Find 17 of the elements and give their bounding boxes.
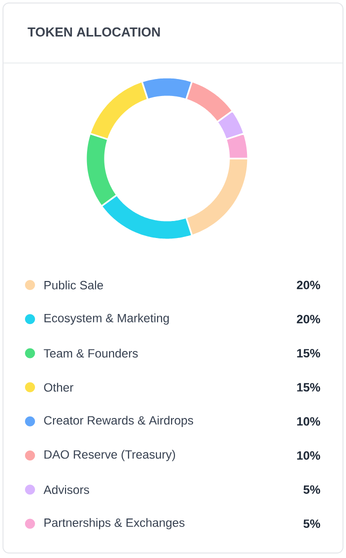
data-label: 5%: [303, 485, 320, 494]
legend-label: Creator Rewards & Airdrops: [44, 416, 194, 427]
data-label: 20%: [296, 314, 320, 324]
legend-label: Team & Founders: [44, 348, 138, 358]
legend-label: Partnerships & Exchanges: [44, 518, 184, 530]
legend-label: Advisors: [44, 485, 90, 494]
data-label: 10%: [297, 451, 320, 460]
legend-label: Ecosystem & Marketing: [44, 314, 169, 325]
data-label: 10%: [297, 417, 320, 426]
legend-label: DAO Reserve (Treasury): [44, 450, 176, 462]
data-label: 20%: [296, 280, 320, 290]
legend-label: Public Sale: [44, 280, 103, 290]
data-label: 15%: [297, 383, 320, 392]
data-label: 5%: [303, 519, 320, 528]
data-label: 15%: [297, 348, 320, 358]
legend-label: Other: [44, 382, 74, 392]
chart-title: TOKEN ALLOCATION: [28, 27, 160, 37]
